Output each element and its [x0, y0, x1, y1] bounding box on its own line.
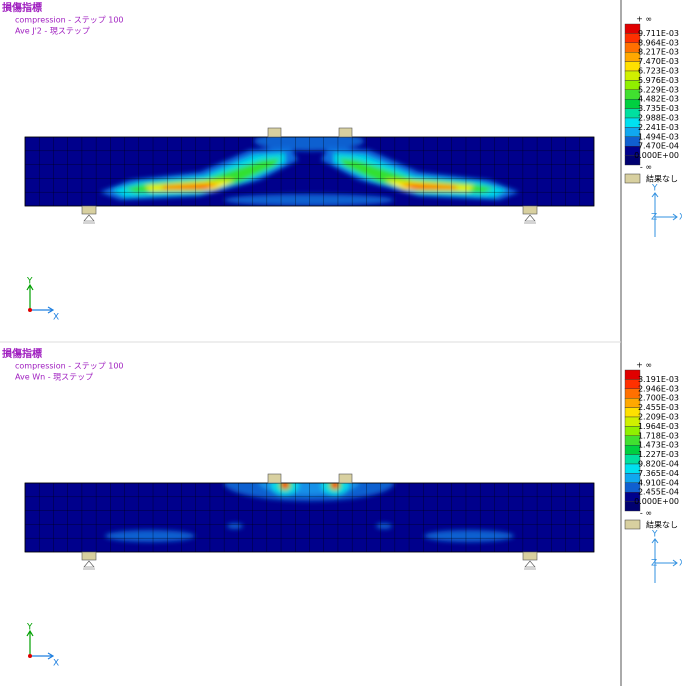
legend-value: 9.711E-03 — [638, 29, 679, 38]
axis-y-label: Y — [26, 623, 33, 633]
legend-value: 2.209E-03 — [638, 413, 679, 422]
legend-value: 2.455E-03 — [638, 403, 679, 412]
axis-y — [26, 629, 34, 656]
axis-x-label: X — [53, 659, 59, 669]
load-plate — [338, 127, 353, 138]
no-result-swatch — [624, 519, 641, 530]
legend-top: + ∞ — [636, 15, 652, 24]
axis-x-label: X — [53, 313, 59, 323]
legend-value: 8.217E-03 — [638, 48, 679, 57]
legend-bottom: - ∞ — [640, 163, 652, 172]
legend-value: 4.910E-04 — [638, 478, 679, 487]
axis-y — [26, 283, 34, 310]
mesh — [24, 136, 595, 207]
axis-origin — [28, 308, 32, 312]
legend-bottom: - ∞ — [640, 509, 652, 518]
legend-value: 8.964E-03 — [638, 38, 679, 47]
legend-value: 2.700E-03 — [638, 394, 679, 403]
legend-value: 1.227E-03 — [638, 450, 679, 459]
legend-value: 2.988E-03 — [638, 114, 679, 123]
support-plate — [81, 551, 97, 561]
legend-value: 2.946E-03 — [638, 384, 679, 393]
triad-y: Y — [651, 530, 658, 540]
legend-value: 0.000E+00 — [634, 151, 679, 160]
title: 損傷指標 — [2, 347, 42, 360]
support-symbol — [524, 560, 536, 570]
legend-value: 5.229E-03 — [638, 85, 679, 94]
no-result-label: 結果なし — [646, 174, 678, 184]
legend-value: 3.735E-03 — [638, 104, 679, 113]
result-label: Ave J'2 - 現ステップ — [15, 27, 90, 36]
legend-value: 1.718E-03 — [638, 431, 679, 440]
support-plate — [81, 205, 97, 215]
legend-value: 5.976E-03 — [638, 76, 679, 85]
load-plate — [338, 473, 353, 484]
legend-value: 9.820E-04 — [638, 460, 679, 469]
legend-value: 1.494E-03 — [638, 132, 679, 141]
axis-origin — [28, 654, 32, 658]
legend-top: + ∞ — [636, 361, 652, 370]
beam-outline — [24, 136, 595, 207]
no-result-label: 結果なし — [646, 520, 678, 530]
legend-value: 7.470E-04 — [638, 142, 679, 151]
legend-value: 1.473E-03 — [638, 441, 679, 450]
mesh — [24, 482, 595, 553]
load-plate — [267, 127, 282, 138]
legend-value: 2.241E-03 — [638, 123, 679, 132]
legend-value: 2.455E-04 — [638, 488, 679, 497]
legend-value: 3.191E-03 — [638, 375, 679, 384]
support-symbol — [83, 214, 95, 224]
triad-z: Z — [651, 213, 657, 223]
support-symbol — [524, 214, 536, 224]
axis-x — [30, 306, 55, 314]
triad-x: X — [679, 213, 682, 223]
legend-value: 4.482E-03 — [638, 95, 679, 104]
support-symbol — [83, 560, 95, 570]
legend-value: 0.000E+00 — [634, 497, 679, 506]
axis-y-label: Y — [26, 277, 33, 287]
support-plate — [522, 551, 538, 561]
legend-value: 1.964E-03 — [638, 422, 679, 431]
subtitle: compression - ステップ 100 — [15, 362, 124, 371]
legend-swatch — [624, 501, 641, 512]
triad-y: Y — [651, 184, 658, 194]
axis-x — [30, 652, 55, 660]
legend-swatch — [624, 155, 641, 166]
subtitle: compression - ステップ 100 — [15, 16, 124, 25]
legend-value: 6.723E-03 — [638, 67, 679, 76]
triad — [651, 538, 678, 583]
load-plate — [267, 473, 282, 484]
result-label: Ave Wn - 現ステップ — [15, 373, 93, 382]
triad-x: X — [679, 559, 682, 569]
legend-value: 7.470E-03 — [638, 57, 679, 66]
title: 損傷指標 — [2, 1, 42, 14]
triad-z: Z — [651, 559, 657, 569]
panel: 損傷指標 compression - ステップ 100 Ave J'2 - 現ステッ… — [2, 1, 682, 323]
no-result-swatch — [624, 173, 641, 184]
panel: 損傷指標 compression - ステップ 100 Ave Wn - 現ステップ… — [2, 347, 682, 669]
legend-value: 7.365E-04 — [638, 469, 679, 478]
support-plate — [522, 205, 538, 215]
beam-outline — [24, 482, 595, 553]
triad — [651, 192, 678, 237]
